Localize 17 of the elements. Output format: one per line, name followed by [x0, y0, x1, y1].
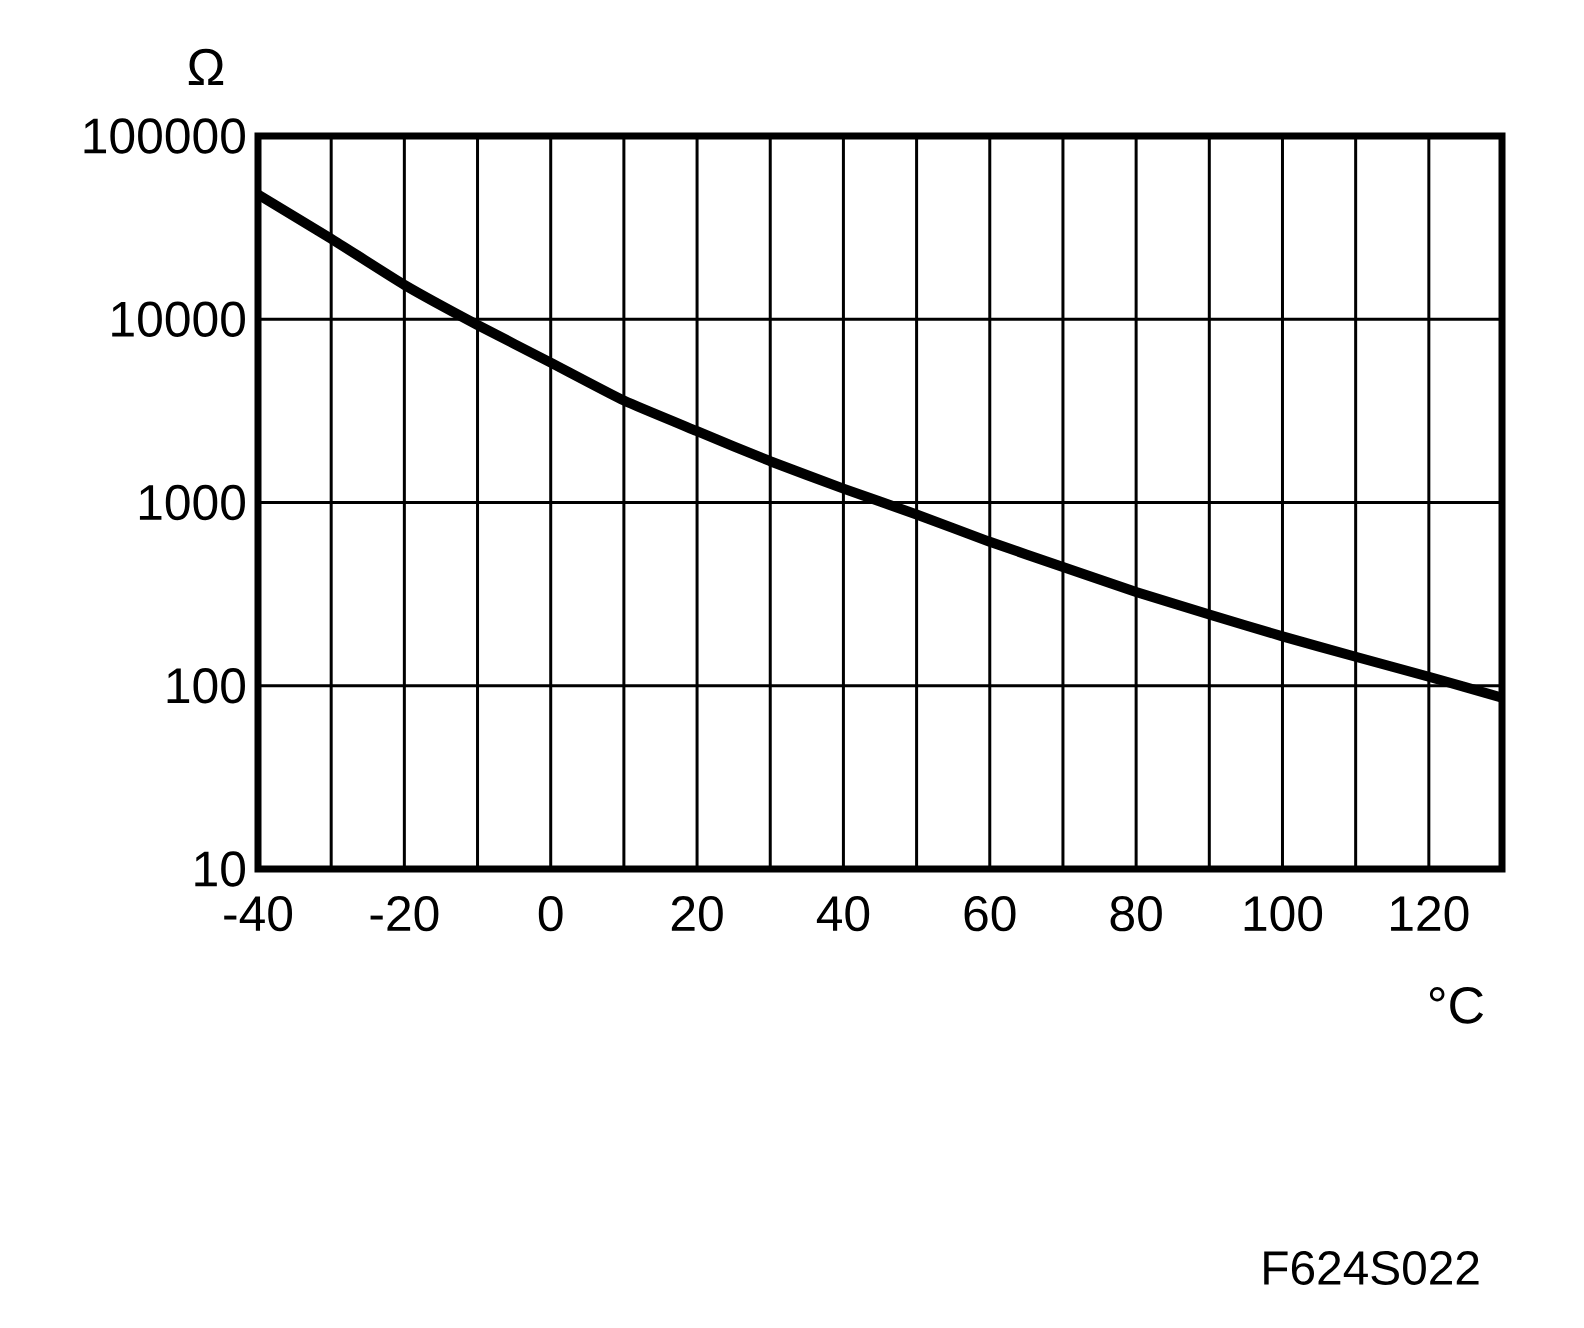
text: F624S022 [1264, 1251, 1479, 1285]
x-tick-label: 40 [816, 896, 870, 932]
y-tick-label: 1000 [139, 484, 245, 521]
x-axis-title: °C [1429, 987, 1484, 1024]
x-tick-label: 100 [1244, 896, 1323, 932]
y-axis-title: Ω [188, 48, 224, 85]
y-tick-label: 10 [195, 851, 245, 887]
y-tick-label: 10000 [112, 301, 245, 337]
x-tick-label: 80 [1110, 896, 1162, 932]
x-tick-label: 20 [671, 896, 723, 932]
y-tick-label: 100000 [84, 118, 245, 154]
x-tick-label: 0 [538, 896, 563, 932]
x-tick-label: -20 [370, 896, 439, 932]
x-tick-label: -40 [224, 896, 293, 932]
x-tick-label: 120 [1391, 896, 1469, 932]
y-tick-label: 100 [167, 668, 245, 704]
x-tick-label: 60 [964, 896, 1016, 932]
